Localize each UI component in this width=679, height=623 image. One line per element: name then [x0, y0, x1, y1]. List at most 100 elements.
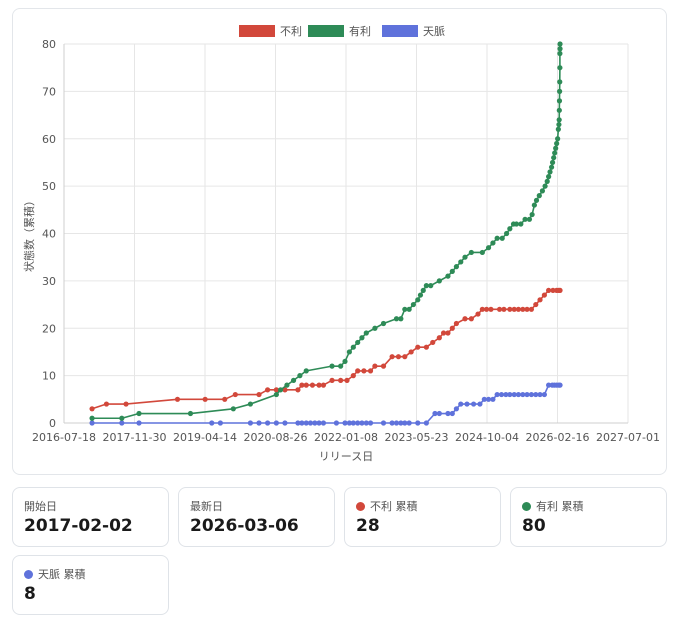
data-point-tenmyaku: [485, 396, 492, 402]
y-tick-label: 70: [42, 85, 56, 98]
data-point-yuri: [303, 368, 309, 374]
data-point-tenmyaku: [256, 420, 262, 426]
stat-value: 80: [522, 516, 546, 536]
stat-label-text: 不利 累積: [370, 500, 418, 513]
data-point-tenmyaku: [432, 410, 438, 417]
data-point-furi: [123, 401, 129, 407]
data-point-furi: [389, 354, 395, 360]
data-point-furi: [453, 320, 459, 327]
x-tick-label: 2022-01-08: [314, 431, 378, 444]
legend-label-furi: 不利: [280, 25, 302, 38]
data-point-yuri: [346, 349, 352, 355]
data-point-yuri: [553, 145, 559, 151]
y-tick-label: 40: [42, 228, 56, 241]
data-point-yuri: [557, 46, 563, 52]
data-point-tenmyaku: [528, 391, 535, 398]
data-point-tenmyaku: [490, 396, 496, 402]
data-point-tenmyaku: [247, 420, 253, 426]
data-point-tenmyaku: [423, 420, 429, 426]
data-point-tenmyaku: [471, 401, 477, 407]
data-point-furi: [515, 306, 522, 312]
y-tick-label: 50: [42, 180, 56, 193]
y-tick-label: 20: [42, 322, 56, 335]
data-point-yuri: [557, 65, 563, 71]
data-point-yuri: [539, 188, 546, 194]
furi-dot-icon: [356, 501, 365, 511]
data-point-tenmyaku: [389, 420, 395, 426]
data-point-furi: [550, 287, 556, 293]
data-point-tenmyaku: [494, 391, 500, 398]
y-tick-label: 0: [49, 417, 56, 430]
data-point-tenmyaku: [458, 401, 464, 407]
data-point-furi: [361, 368, 367, 374]
data-point-furi: [202, 396, 208, 402]
data-point-tenmyaku: [503, 391, 509, 398]
data-point-furi: [541, 292, 547, 298]
data-point-furi: [533, 301, 539, 308]
data-point-furi: [528, 306, 535, 312]
legend-label-yuri: 有利: [349, 24, 371, 38]
data-point-yuri: [518, 221, 524, 227]
data-point-tenmyaku: [380, 420, 387, 426]
legend-swatch-tenmyaku: [382, 25, 418, 37]
data-point-tenmyaku: [498, 391, 505, 398]
x-tick-label: 2020-08-26: [244, 431, 308, 444]
data-point-tenmyaku: [507, 391, 513, 398]
data-point-yuri: [406, 306, 412, 312]
data-point-yuri: [556, 117, 562, 123]
data-point-furi: [557, 287, 563, 293]
data-point-yuri: [415, 297, 421, 303]
data-point-furi: [222, 396, 228, 402]
data-point-yuri: [187, 410, 194, 417]
data-point-yuri: [556, 107, 562, 113]
data-point-furi: [449, 325, 455, 331]
data-point-tenmyaku: [449, 410, 455, 417]
data-point-furi: [423, 344, 429, 350]
data-point-tenmyaku: [537, 391, 543, 398]
data-point-tenmyaku: [282, 420, 288, 426]
y-tick-label: 80: [42, 38, 56, 51]
data-point-furi: [395, 354, 402, 360]
stat-label-text: 開始日: [24, 500, 57, 513]
data-point-yuri: [546, 174, 552, 180]
data-point-yuri: [557, 41, 563, 47]
legend-label-tenmyaku: 天脈: [423, 24, 445, 38]
data-point-furi: [511, 306, 517, 312]
data-point-yuri: [479, 249, 485, 256]
stat-card-latest-date: 最新日 2026-03-06: [178, 487, 335, 547]
data-point-furi: [507, 306, 513, 312]
data-point-yuri: [522, 216, 528, 222]
data-point-yuri: [273, 391, 279, 398]
data-point-furi: [380, 363, 387, 369]
data-point-yuri: [494, 235, 500, 241]
data-point-tenmyaku: [136, 420, 142, 426]
data-point-yuri: [513, 221, 520, 227]
data-point-tenmyaku: [398, 420, 404, 426]
x-tick-label: 2019-04-14: [173, 431, 237, 444]
data-point-furi: [299, 382, 305, 388]
stat-label: 有利 累積: [522, 498, 584, 514]
data-point-yuri: [230, 406, 236, 412]
x-tick-label: 2016-07-18: [32, 431, 96, 444]
data-point-yuri: [485, 245, 492, 251]
stat-card-start-date: 開始日 2017-02-02: [12, 487, 169, 547]
data-point-yuri: [555, 136, 561, 142]
data-point-yuri: [363, 330, 369, 336]
data-point-yuri: [531, 202, 537, 208]
data-point-tenmyaku: [533, 391, 539, 398]
data-point-furi: [103, 401, 110, 407]
data-point-furi: [320, 382, 327, 388]
data-point-yuri: [536, 193, 542, 199]
data-point-yuri: [507, 226, 513, 232]
data-point-tenmyaku: [402, 420, 408, 426]
data-point-tenmyaku: [393, 420, 400, 426]
data-point-furi: [524, 306, 530, 312]
data-point-yuri: [504, 230, 510, 237]
data-point-furi: [496, 306, 503, 312]
data-point-tenmyaku: [307, 420, 314, 426]
x-tick-label: 2017-11-30: [103, 431, 167, 444]
data-point-tenmyaku: [453, 406, 459, 412]
data-point-yuri: [499, 235, 505, 241]
data-point-tenmyaku: [436, 410, 442, 417]
x-tick-label: 2023-05-23: [385, 431, 449, 444]
